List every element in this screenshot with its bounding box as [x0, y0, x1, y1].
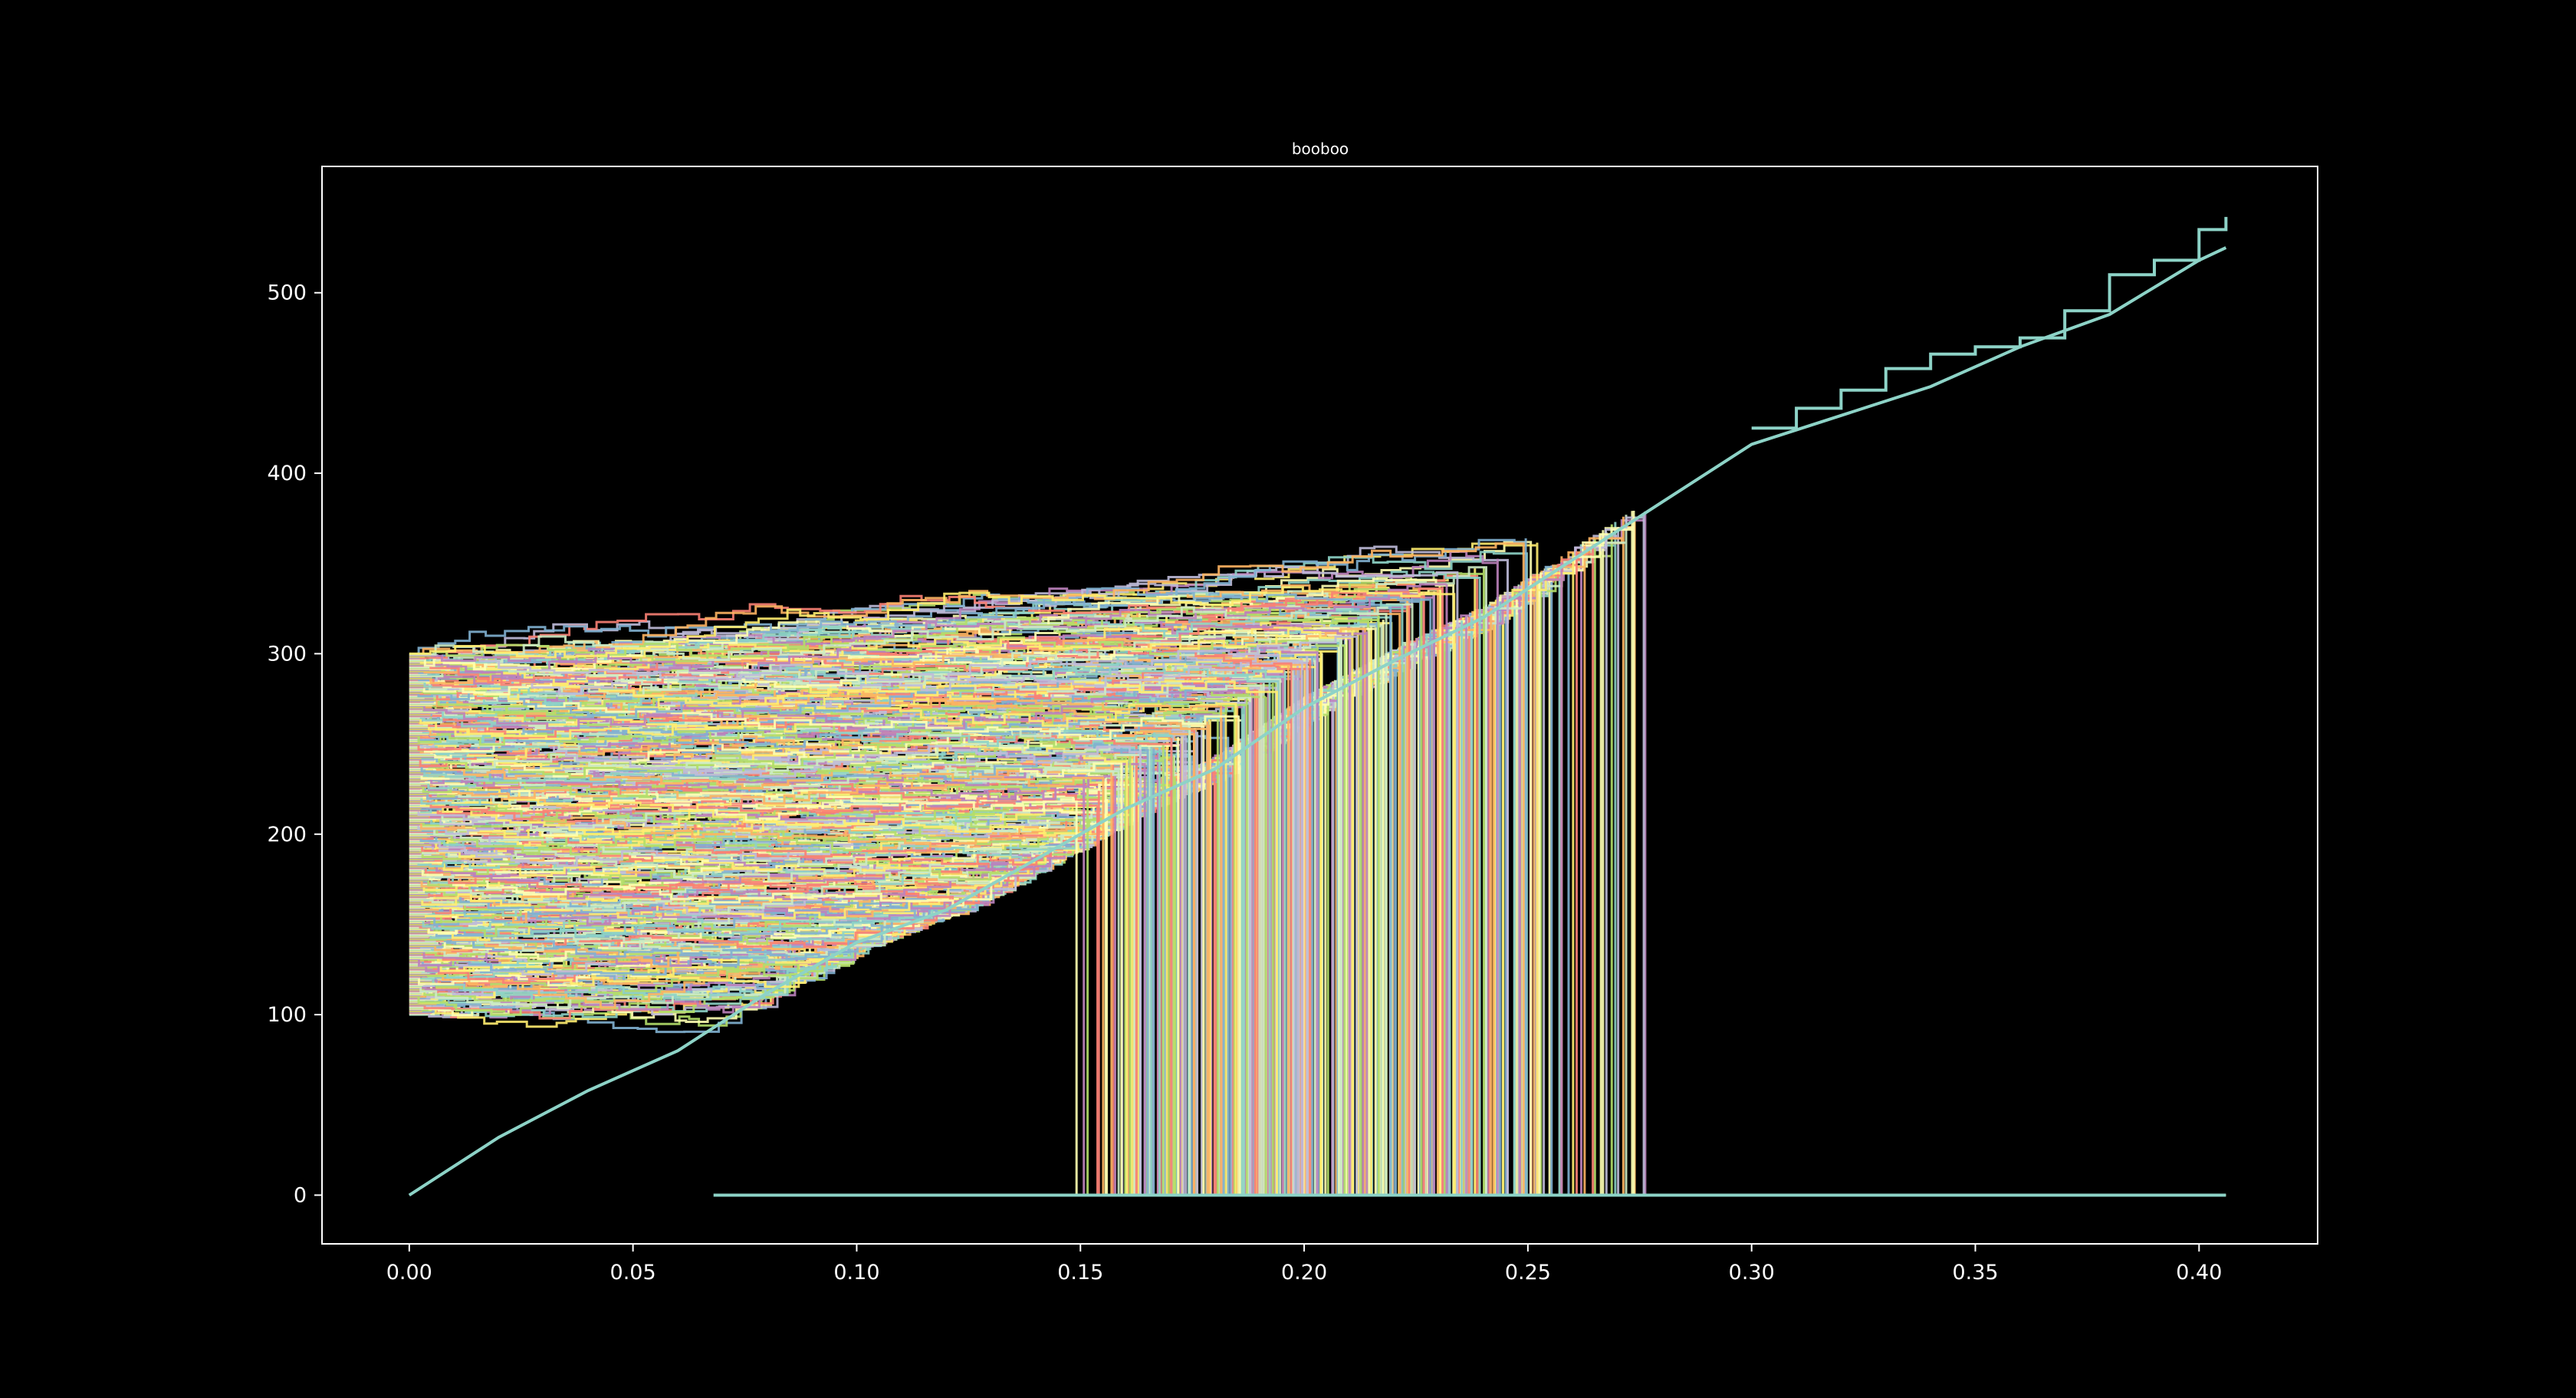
x-tick-label: 0.30	[1729, 1261, 1775, 1285]
chart-title: booboo	[1292, 140, 1349, 158]
x-axis: 0.00 0.05 0.10 0.15 0.20 0.25 0.30 0.35 0.40	[386, 1244, 2222, 1285]
x-tick-label: 0.05	[610, 1261, 656, 1285]
y-tick-label: 0	[294, 1183, 307, 1207]
x-tick-label: 0.10	[833, 1261, 879, 1285]
x-tick-label: 0.00	[386, 1261, 432, 1285]
y-axis: 0 100 200 300 400 500	[267, 281, 322, 1207]
y-tick-label: 300	[267, 642, 307, 666]
upper-envelope-line	[1751, 216, 2228, 430]
x-tick-label: 0.25	[1505, 1261, 1551, 1285]
x-tick-label: 0.35	[1952, 1261, 1998, 1285]
reference-series	[408, 216, 2228, 1197]
y-tick-label: 400	[267, 462, 307, 485]
y-tick-label: 200	[267, 823, 307, 847]
reference-line	[408, 246, 2227, 1197]
x-tick-label: 0.20	[1281, 1261, 1327, 1285]
y-tick-label: 100	[267, 1003, 307, 1027]
y-tick-label: 500	[267, 281, 307, 305]
x-tick-label: 0.15	[1057, 1261, 1103, 1285]
plot-frame	[321, 166, 2318, 1245]
x-tick-label: 0.40	[2176, 1261, 2222, 1285]
